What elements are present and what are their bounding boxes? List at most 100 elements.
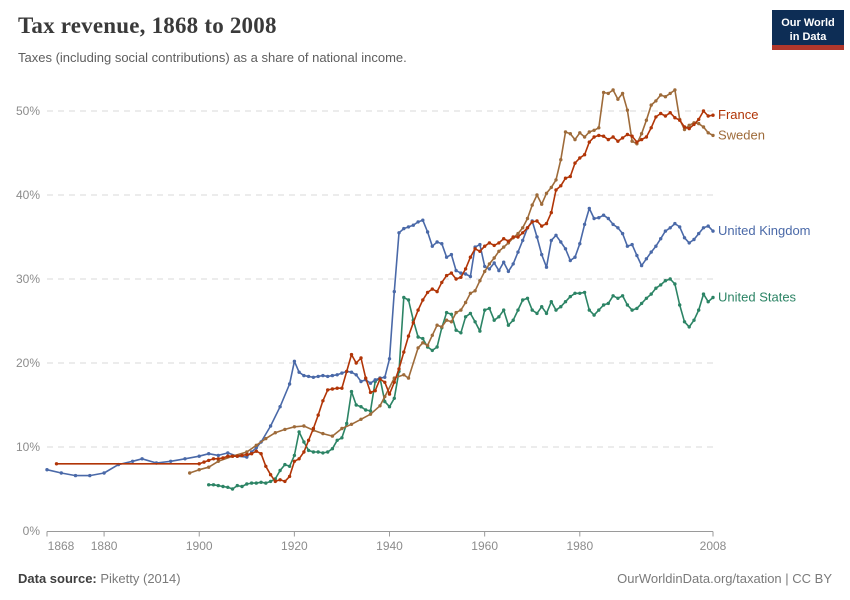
data-point[interactable] (573, 291, 577, 295)
data-point[interactable] (682, 127, 687, 132)
data-point[interactable] (478, 249, 482, 253)
data-point[interactable] (630, 308, 634, 312)
data-point[interactable] (335, 386, 339, 390)
data-point[interactable] (563, 300, 568, 304)
data-point[interactable] (597, 133, 601, 138)
data-point[interactable] (559, 305, 563, 309)
data-point[interactable] (292, 425, 297, 429)
data-point[interactable] (321, 399, 325, 403)
data-point[interactable] (620, 294, 625, 298)
series-points-sweden[interactable] (188, 88, 715, 475)
data-point[interactable] (601, 134, 606, 138)
data-point[interactable] (635, 306, 639, 311)
data-point[interactable] (644, 135, 649, 139)
data-point[interactable] (483, 264, 487, 269)
data-point[interactable] (659, 237, 663, 241)
data-point[interactable] (506, 269, 511, 274)
data-point[interactable] (659, 93, 663, 97)
data-point[interactable] (530, 203, 534, 207)
data-point[interactable] (430, 333, 434, 337)
series-label-united-kingdom[interactable]: United Kingdom (718, 223, 811, 238)
data-point[interactable] (311, 450, 316, 454)
data-point[interactable] (554, 188, 558, 192)
data-point[interactable] (711, 295, 715, 300)
data-point[interactable] (278, 478, 282, 482)
data-point[interactable] (435, 345, 439, 349)
data-point[interactable] (240, 453, 244, 458)
data-point[interactable] (283, 479, 287, 484)
data-point[interactable] (259, 480, 263, 484)
data-point[interactable] (635, 140, 639, 144)
data-point[interactable] (535, 219, 539, 223)
data-point[interactable] (473, 320, 477, 324)
data-point[interactable] (468, 255, 473, 259)
data-point[interactable] (335, 373, 339, 377)
data-point[interactable] (463, 315, 468, 319)
data-point[interactable] (302, 450, 306, 454)
data-point[interactable] (425, 230, 430, 234)
data-point[interactable] (402, 226, 406, 231)
data-point[interactable] (611, 135, 615, 139)
data-point[interactable] (397, 367, 401, 371)
data-point[interactable] (601, 303, 606, 307)
data-point[interactable] (630, 139, 634, 143)
data-point[interactable] (592, 216, 596, 221)
data-point[interactable] (278, 405, 282, 409)
data-point[interactable] (616, 97, 620, 101)
data-point[interactable] (620, 91, 625, 96)
data-point[interactable] (306, 448, 311, 453)
data-point[interactable] (349, 389, 354, 394)
data-point[interactable] (88, 473, 92, 478)
data-point[interactable] (659, 283, 663, 287)
data-point[interactable] (582, 153, 587, 157)
data-point[interactable] (226, 485, 230, 489)
data-point[interactable] (544, 221, 549, 226)
data-point[interactable] (264, 436, 268, 441)
data-point[interactable] (554, 308, 558, 312)
data-point[interactable] (549, 300, 553, 304)
data-point[interactable] (701, 226, 706, 230)
data-point[interactable] (392, 289, 396, 294)
data-point[interactable] (654, 115, 658, 119)
data-point[interactable] (568, 258, 572, 263)
data-point[interactable] (549, 238, 553, 243)
data-point[interactable] (245, 452, 249, 457)
data-point[interactable] (692, 318, 696, 322)
data-point[interactable] (211, 483, 216, 487)
data-point[interactable] (487, 306, 492, 311)
data-point[interactable] (535, 311, 539, 316)
data-point[interactable] (359, 405, 363, 409)
data-point[interactable] (697, 231, 701, 236)
data-point[interactable] (302, 373, 306, 378)
data-point[interactable] (245, 455, 249, 459)
data-point[interactable] (587, 140, 591, 144)
data-point[interactable] (606, 216, 610, 221)
data-point[interactable] (330, 447, 335, 451)
data-point[interactable] (287, 382, 292, 386)
data-point[interactable] (368, 409, 373, 413)
data-point[interactable] (597, 126, 601, 130)
data-point[interactable] (649, 103, 653, 107)
data-point[interactable] (311, 426, 316, 431)
data-point[interactable] (544, 311, 549, 316)
data-point[interactable] (497, 241, 501, 245)
data-point[interactable] (421, 218, 425, 222)
data-point[interactable] (554, 233, 558, 237)
data-point[interactable] (463, 300, 468, 305)
data-point[interactable] (278, 468, 282, 473)
data-point[interactable] (544, 191, 549, 195)
data-point[interactable] (207, 483, 211, 487)
data-point[interactable] (473, 289, 477, 293)
data-point[interactable] (487, 262, 492, 266)
data-point[interactable] (706, 131, 710, 135)
data-point[interactable] (639, 263, 644, 268)
data-point[interactable] (678, 225, 682, 229)
data-point[interactable] (297, 370, 301, 374)
data-point[interactable] (254, 481, 258, 485)
data-point[interactable] (568, 174, 572, 179)
data-point[interactable] (663, 95, 668, 99)
data-point[interactable] (254, 443, 258, 447)
data-point[interactable] (673, 88, 677, 92)
data-point[interactable] (540, 202, 544, 206)
data-point[interactable] (402, 350, 406, 354)
